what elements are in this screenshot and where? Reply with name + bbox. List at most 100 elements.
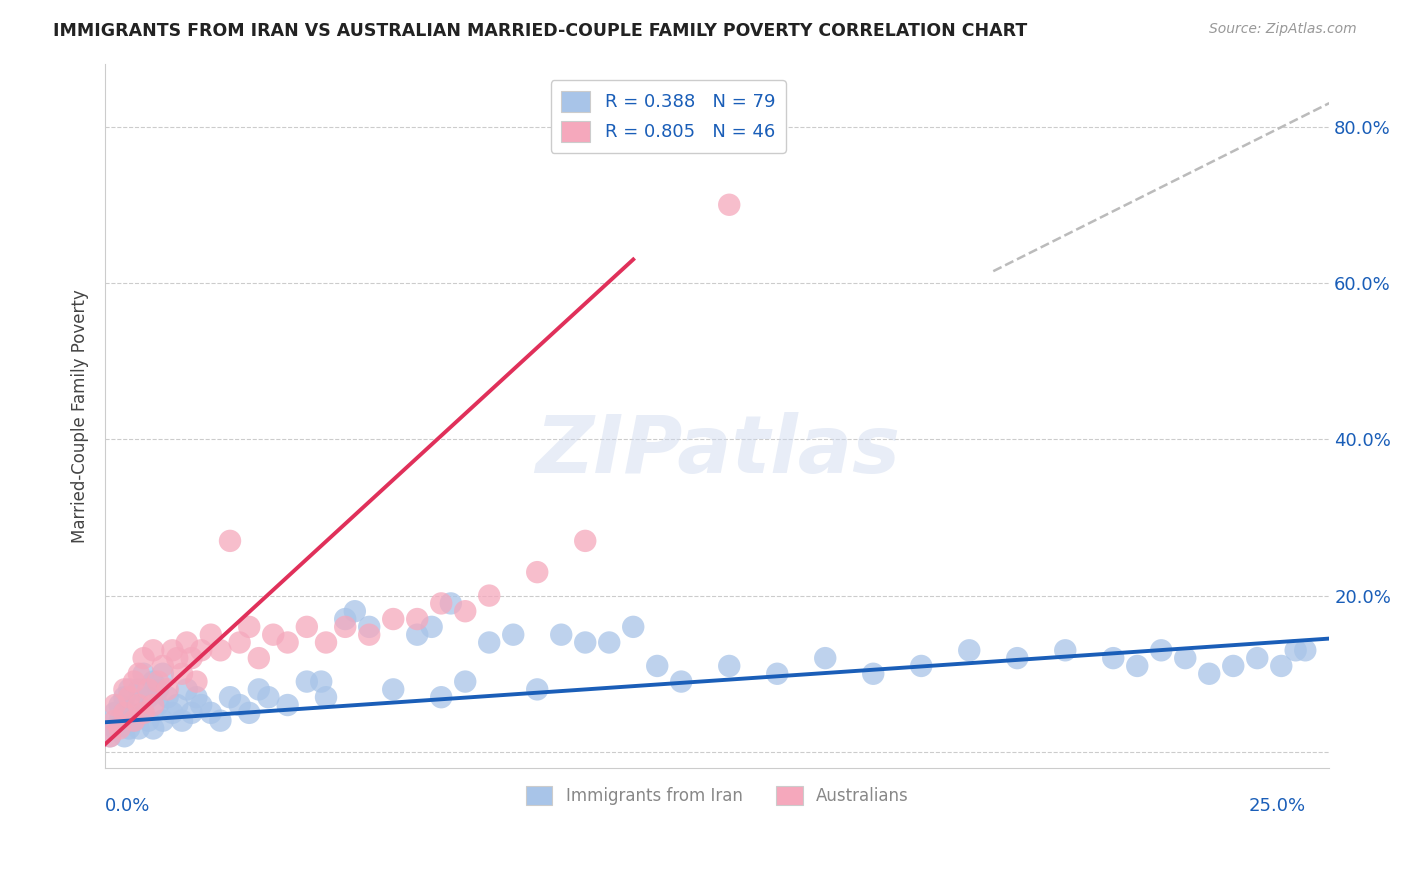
Point bbox=[128, 682, 150, 697]
Point bbox=[166, 698, 188, 712]
Point bbox=[209, 714, 232, 728]
Point bbox=[1222, 659, 1244, 673]
Point bbox=[406, 628, 429, 642]
Point bbox=[502, 628, 524, 642]
Point bbox=[295, 674, 318, 689]
Point bbox=[132, 706, 155, 720]
Point bbox=[247, 682, 270, 697]
Point bbox=[430, 690, 453, 705]
Point bbox=[766, 666, 789, 681]
Point bbox=[862, 666, 884, 681]
Point bbox=[112, 729, 135, 743]
Point bbox=[98, 729, 121, 743]
Point bbox=[98, 729, 121, 743]
Point bbox=[162, 643, 184, 657]
Point bbox=[1174, 651, 1197, 665]
Point bbox=[228, 635, 250, 649]
Point bbox=[118, 706, 141, 720]
Point bbox=[209, 643, 232, 657]
Point bbox=[138, 690, 160, 705]
Point bbox=[132, 666, 155, 681]
Point bbox=[359, 620, 381, 634]
Point bbox=[156, 682, 179, 697]
Point bbox=[176, 682, 198, 697]
Point bbox=[104, 706, 127, 720]
Point bbox=[1102, 651, 1125, 665]
Point bbox=[176, 635, 198, 649]
Point bbox=[574, 635, 596, 649]
Point bbox=[112, 682, 135, 697]
Point bbox=[186, 674, 208, 689]
Point bbox=[277, 635, 299, 649]
Point bbox=[309, 674, 332, 689]
Point bbox=[112, 690, 135, 705]
Point bbox=[335, 612, 357, 626]
Point bbox=[478, 635, 501, 649]
Point bbox=[180, 706, 202, 720]
Point bbox=[138, 714, 160, 728]
Point bbox=[112, 706, 135, 720]
Point bbox=[128, 698, 150, 712]
Point bbox=[671, 674, 693, 689]
Point bbox=[1150, 643, 1173, 657]
Point bbox=[1054, 643, 1077, 657]
Text: Source: ZipAtlas.com: Source: ZipAtlas.com bbox=[1209, 22, 1357, 37]
Point bbox=[118, 682, 141, 697]
Point bbox=[180, 651, 202, 665]
Text: ZIPatlas: ZIPatlas bbox=[534, 412, 900, 490]
Point bbox=[138, 682, 160, 697]
Point bbox=[166, 651, 188, 665]
Point bbox=[142, 722, 165, 736]
Point bbox=[146, 674, 169, 689]
Point bbox=[190, 643, 212, 657]
Point bbox=[454, 674, 477, 689]
Point bbox=[128, 722, 150, 736]
Point bbox=[132, 651, 155, 665]
Point bbox=[142, 643, 165, 657]
Point bbox=[315, 635, 337, 649]
Point bbox=[621, 620, 644, 634]
Point bbox=[128, 666, 150, 681]
Point bbox=[108, 722, 131, 736]
Point bbox=[122, 714, 145, 728]
Point bbox=[146, 698, 169, 712]
Point bbox=[1007, 651, 1029, 665]
Point bbox=[910, 659, 932, 673]
Point bbox=[118, 690, 141, 705]
Point bbox=[122, 674, 145, 689]
Point bbox=[406, 612, 429, 626]
Point bbox=[170, 666, 193, 681]
Point bbox=[104, 714, 127, 728]
Point bbox=[526, 565, 548, 579]
Point bbox=[598, 635, 620, 649]
Point bbox=[104, 722, 127, 736]
Point bbox=[1126, 659, 1149, 673]
Point bbox=[574, 533, 596, 548]
Point bbox=[238, 620, 260, 634]
Point bbox=[200, 628, 222, 642]
Point bbox=[200, 706, 222, 720]
Point bbox=[359, 628, 381, 642]
Point bbox=[142, 698, 165, 712]
Point bbox=[104, 698, 127, 712]
Point bbox=[170, 714, 193, 728]
Point bbox=[219, 690, 242, 705]
Point bbox=[277, 698, 299, 712]
Point bbox=[420, 620, 443, 634]
Point bbox=[156, 690, 179, 705]
Point bbox=[238, 706, 260, 720]
Point bbox=[1294, 643, 1316, 657]
Point bbox=[1198, 666, 1220, 681]
Point bbox=[190, 698, 212, 712]
Text: 25.0%: 25.0% bbox=[1249, 797, 1305, 815]
Point bbox=[122, 698, 145, 712]
Point bbox=[315, 690, 337, 705]
Point bbox=[142, 674, 165, 689]
Legend: Immigrants from Iran, Australians: Immigrants from Iran, Australians bbox=[519, 780, 915, 812]
Text: IMMIGRANTS FROM IRAN VS AUSTRALIAN MARRIED-COUPLE FAMILY POVERTY CORRELATION CHA: IMMIGRANTS FROM IRAN VS AUSTRALIAN MARRI… bbox=[53, 22, 1028, 40]
Point bbox=[228, 698, 250, 712]
Point bbox=[454, 604, 477, 618]
Text: 0.0%: 0.0% bbox=[105, 797, 150, 815]
Point bbox=[814, 651, 837, 665]
Point bbox=[108, 714, 131, 728]
